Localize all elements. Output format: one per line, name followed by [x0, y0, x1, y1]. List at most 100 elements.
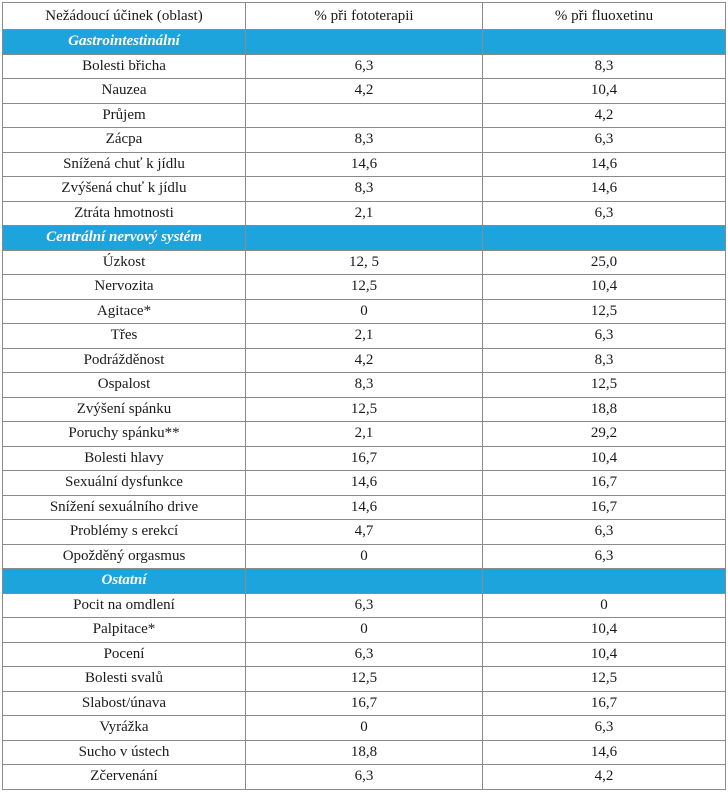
phototherapy-cell: 0	[245, 298, 483, 324]
effect-cell: Sexuální dysfunkce	[2, 470, 246, 496]
fluoxetine-cell: 16,7	[482, 690, 726, 716]
phototherapy-cell: 6,3	[245, 53, 483, 79]
table-row: Bolesti svalů 12,5 12,5	[2, 666, 726, 692]
table-row: Třes 2,1 6,3	[2, 323, 726, 349]
phototherapy-cell: 18,8	[245, 739, 483, 765]
section-empty-cell	[245, 225, 483, 251]
table-row: Slabost/únava 16,7 16,7	[2, 690, 726, 716]
effect-cell: Zvýšení spánku	[2, 396, 246, 422]
fluoxetine-cell: 6,3	[482, 200, 726, 226]
effect-cell: Opožděný orgasmus	[2, 543, 246, 569]
header-fluoxetine: % při fluoxetinu	[482, 2, 726, 30]
effect-cell: Problémy s erekcí	[2, 519, 246, 545]
phototherapy-cell: 12,5	[245, 666, 483, 692]
table-row: Pocení 6,3 10,4	[2, 641, 726, 667]
effect-cell: Průjem	[2, 102, 246, 128]
table-row: Problémy s erekcí 4,7 6,3	[2, 519, 726, 545]
table-row: Podrážděnost 4,2 8,3	[2, 347, 726, 373]
table-row: Úzkost 12, 5 25,0	[2, 249, 726, 275]
phototherapy-cell: 8,3	[245, 127, 483, 153]
fluoxetine-cell: 6,3	[482, 127, 726, 153]
effect-cell: Úzkost	[2, 249, 246, 275]
table-row: Palpitace* 0 10,4	[2, 617, 726, 643]
table-row: Pocit na omdlení 6,3 0	[2, 592, 726, 618]
effect-cell: Podrážděnost	[2, 347, 246, 373]
phototherapy-cell: 8,3	[245, 372, 483, 398]
effect-cell: Nauzea	[2, 78, 246, 104]
effect-cell: Sucho v ústech	[2, 739, 246, 765]
section-empty-cell	[245, 568, 483, 594]
fluoxetine-cell: 8,3	[482, 347, 726, 373]
table-row: Zvýšení spánku 12,5 18,8	[2, 396, 726, 422]
phototherapy-cell: 4,2	[245, 78, 483, 104]
fluoxetine-cell: 10,4	[482, 617, 726, 643]
phototherapy-cell: 14,6	[245, 494, 483, 520]
effect-cell: Bolesti břicha	[2, 53, 246, 79]
fluoxetine-cell: 4,2	[482, 764, 726, 790]
table-row: Nervozita 12,5 10,4	[2, 274, 726, 300]
fluoxetine-cell: 14,6	[482, 151, 726, 177]
header-row: Nežádoucí účinek (oblast) % při fototera…	[2, 2, 726, 30]
section-empty-cell	[245, 29, 483, 55]
fluoxetine-cell: 10,4	[482, 445, 726, 471]
phototherapy-cell: 0	[245, 617, 483, 643]
header-phototherapy: % při fototerapii	[245, 2, 483, 30]
fluoxetine-cell: 4,2	[482, 102, 726, 128]
table-row: Sexuální dysfunkce 14,6 16,7	[2, 470, 726, 496]
fluoxetine-cell: 6,3	[482, 715, 726, 741]
phototherapy-cell: 12,5	[245, 274, 483, 300]
section-row: Ostatní	[2, 568, 726, 594]
effect-cell: Pocení	[2, 641, 246, 667]
table-row: Bolesti břicha 6,3 8,3	[2, 53, 726, 79]
phototherapy-cell: 2,1	[245, 200, 483, 226]
effect-cell: Třes	[2, 323, 246, 349]
fluoxetine-cell: 8,3	[482, 53, 726, 79]
phototherapy-cell: 16,7	[245, 690, 483, 716]
phototherapy-cell: 4,2	[245, 347, 483, 373]
table-row: Bolesti hlavy 16,7 10,4	[2, 445, 726, 471]
section-title: Centrální nervový systém	[2, 225, 246, 251]
section-title: Ostatní	[2, 568, 246, 594]
phototherapy-cell: 14,6	[245, 151, 483, 177]
fluoxetine-cell: 16,7	[482, 494, 726, 520]
table-row: Snížená chuť k jídlu 14,6 14,6	[2, 151, 726, 177]
phototherapy-cell: 0	[245, 715, 483, 741]
table-row: Ospalost 8,3 12,5	[2, 372, 726, 398]
phototherapy-cell: 8,3	[245, 176, 483, 202]
effect-cell: Ospalost	[2, 372, 246, 398]
fluoxetine-cell: 14,6	[482, 739, 726, 765]
phototherapy-cell: 4,7	[245, 519, 483, 545]
section-empty-cell	[482, 568, 726, 594]
effect-cell: Zvýšená chuť k jídlu	[2, 176, 246, 202]
section-empty-cell	[482, 225, 726, 251]
effect-cell: Vyrážka	[2, 715, 246, 741]
adverse-effects-table: Nežádoucí účinek (oblast) % při fototera…	[2, 2, 726, 790]
table-row: Agitace* 0 12,5	[2, 298, 726, 324]
header-effect: Nežádoucí účinek (oblast)	[2, 2, 246, 30]
phototherapy-cell: 12,5	[245, 396, 483, 422]
table-row: Ztráta hmotnosti 2,1 6,3	[2, 200, 726, 226]
fluoxetine-cell: 12,5	[482, 372, 726, 398]
table-row: Poruchy spánku** 2,1 29,2	[2, 421, 726, 447]
fluoxetine-cell: 12,5	[482, 298, 726, 324]
table-row: Zčervenání 6,3 4,2	[2, 764, 726, 790]
phototherapy-cell: 6,3	[245, 764, 483, 790]
phototherapy-cell: 0	[245, 543, 483, 569]
effect-cell: Agitace*	[2, 298, 246, 324]
fluoxetine-cell: 6,3	[482, 519, 726, 545]
effect-cell: Slabost/únava	[2, 690, 246, 716]
fluoxetine-cell: 18,8	[482, 396, 726, 422]
effect-cell: Zácpa	[2, 127, 246, 153]
effect-cell: Snížení sexuálního drive	[2, 494, 246, 520]
table-row: Zvýšená chuť k jídlu 8,3 14,6	[2, 176, 726, 202]
section-title: Gastrointestinální	[2, 29, 246, 55]
effect-cell: Zčervenání	[2, 764, 246, 790]
table-row: Sucho v ústech 18,8 14,6	[2, 739, 726, 765]
fluoxetine-cell: 16,7	[482, 470, 726, 496]
table-body: Gastrointestinální Bolesti břicha 6,3 8,3 Na…	[2, 29, 726, 790]
effect-cell: Snížená chuť k jídlu	[2, 151, 246, 177]
phototherapy-cell: 6,3	[245, 641, 483, 667]
effect-cell: Poruchy spánku**	[2, 421, 246, 447]
section-empty-cell	[482, 29, 726, 55]
table-row: Opožděný orgasmus 0 6,3	[2, 543, 726, 569]
